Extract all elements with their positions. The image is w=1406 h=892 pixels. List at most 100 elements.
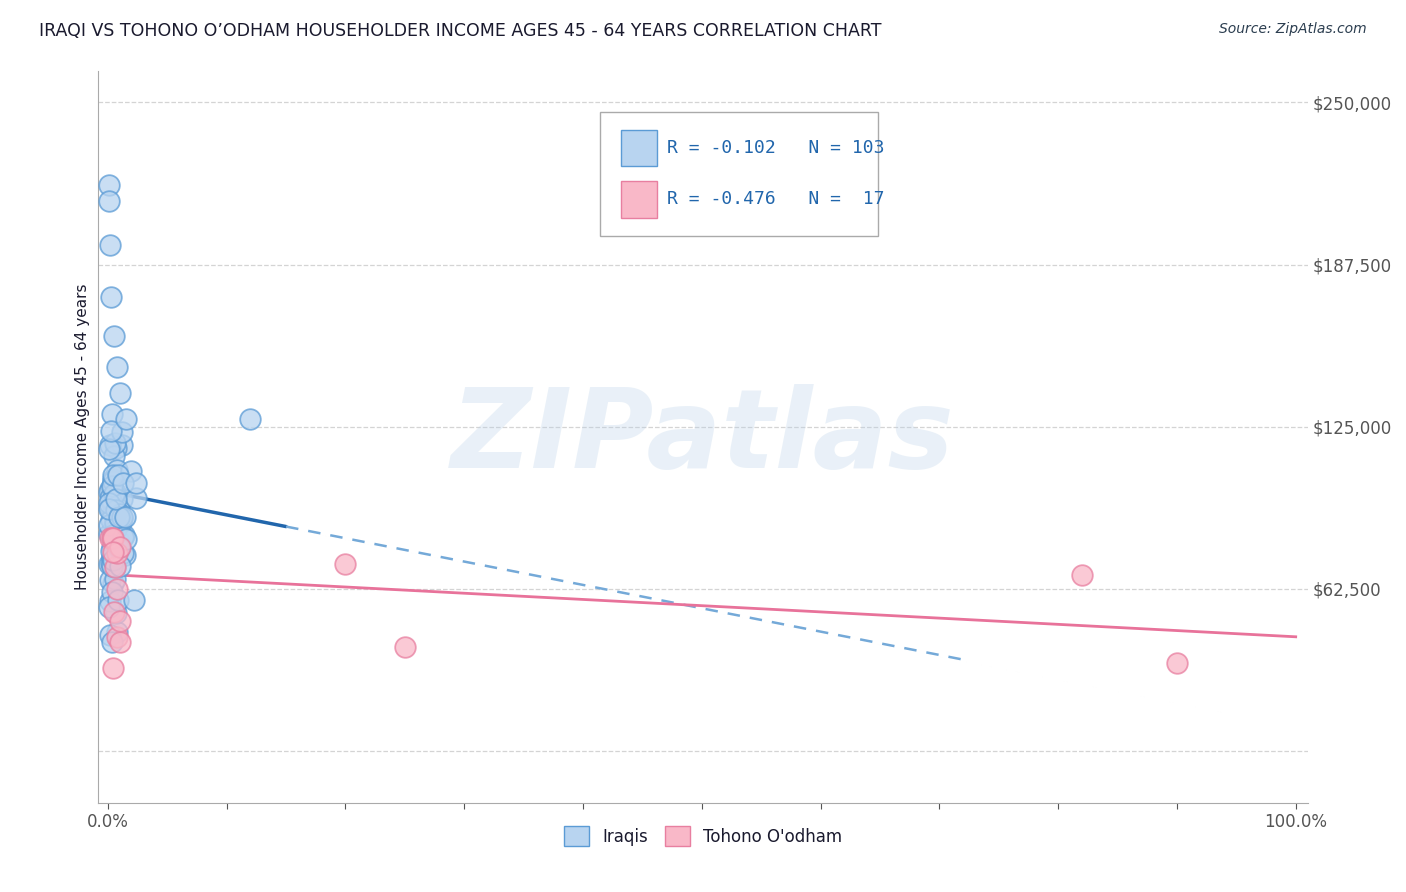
Point (103, 487, 125, 501)
Point (100, 556, 122, 570)
Point (108, 541, 131, 555)
Point (239, 412, 262, 426)
Point (111, 425, 134, 440)
Text: R = -0.476   N =  17: R = -0.476 N = 17 (666, 190, 884, 209)
Point (103, 553, 125, 567)
Point (100, 424, 122, 438)
Point (101, 576, 124, 591)
Point (105, 624, 128, 639)
Point (101, 661, 124, 675)
Point (108, 508, 131, 522)
Point (114, 510, 136, 524)
Point (125, 491, 148, 505)
Point (97, 599, 120, 614)
Point (103, 468, 125, 483)
Point (98, 485, 121, 500)
Point (97, 495, 120, 509)
Point (114, 548, 136, 562)
Point (101, 407, 124, 421)
Point (105, 546, 128, 560)
Legend: Iraqis, Tohono O'odham: Iraqis, Tohono O'odham (557, 820, 849, 853)
Point (104, 484, 127, 499)
Point (97, 557, 120, 571)
Point (104, 560, 127, 574)
Point (101, 558, 124, 573)
Point (114, 412, 136, 426)
Point (103, 605, 125, 619)
Point (112, 528, 135, 542)
Point (101, 507, 124, 521)
Point (104, 436, 127, 450)
Point (103, 535, 125, 549)
Point (105, 630, 128, 644)
Point (111, 510, 134, 524)
Point (1070, 567, 1092, 582)
Point (120, 464, 142, 478)
Point (107, 359, 129, 374)
Point (103, 528, 125, 542)
Point (101, 545, 124, 559)
Point (104, 442, 127, 456)
Point (108, 635, 131, 649)
Point (101, 534, 124, 549)
Text: IRAQI VS TOHONO O’ODHAM HOUSEHOLDER INCOME AGES 45 - 64 YEARS CORRELATION CHART: IRAQI VS TOHONO O’ODHAM HOUSEHOLDER INCO… (39, 22, 882, 40)
Point (98, 178, 121, 193)
Text: Source: ZipAtlas.com: Source: ZipAtlas.com (1219, 22, 1367, 37)
Y-axis label: Householder Income Ages 45 - 64 years: Householder Income Ages 45 - 64 years (75, 284, 90, 591)
Point (111, 492, 134, 507)
Point (101, 635, 124, 649)
Point (97, 502, 120, 516)
Bar (621, 181, 657, 218)
Point (108, 502, 131, 516)
Point (101, 524, 124, 538)
Point (105, 541, 128, 555)
Point (111, 438, 134, 452)
Point (98, 573, 121, 587)
Point (98, 238, 121, 252)
Point (100, 513, 122, 527)
Point (105, 491, 128, 506)
Point (111, 511, 134, 525)
Point (98, 594, 121, 608)
Point (98, 491, 121, 505)
Point (100, 531, 122, 545)
Point (100, 544, 122, 558)
Point (98, 482, 121, 496)
Point (104, 572, 127, 586)
Point (107, 467, 129, 482)
Point (103, 517, 125, 532)
Text: R = -0.102   N = 103: R = -0.102 N = 103 (666, 139, 884, 157)
Point (103, 450, 125, 464)
Point (101, 549, 124, 564)
Point (105, 503, 128, 517)
Point (335, 557, 357, 571)
Point (107, 593, 129, 607)
Point (107, 509, 129, 524)
Point (100, 531, 122, 545)
Point (104, 516, 127, 530)
Point (101, 472, 124, 486)
Point (97, 442, 120, 456)
FancyBboxPatch shape (600, 112, 879, 235)
Point (107, 540, 129, 554)
Point (98, 501, 121, 516)
Point (101, 479, 124, 493)
Point (100, 540, 122, 554)
Point (125, 476, 148, 491)
Point (110, 515, 132, 529)
Point (105, 582, 128, 597)
Point (103, 562, 125, 576)
Point (1166, 656, 1188, 670)
Text: ZIPatlas: ZIPatlas (451, 384, 955, 491)
Bar (621, 130, 657, 167)
Point (100, 290, 122, 304)
Point (108, 386, 131, 401)
Point (104, 522, 127, 536)
Point (98, 438, 121, 452)
Point (101, 531, 124, 545)
Point (101, 550, 124, 565)
Point (111, 530, 134, 544)
Point (103, 504, 125, 518)
Point (97, 518, 120, 533)
Point (98, 628, 121, 642)
